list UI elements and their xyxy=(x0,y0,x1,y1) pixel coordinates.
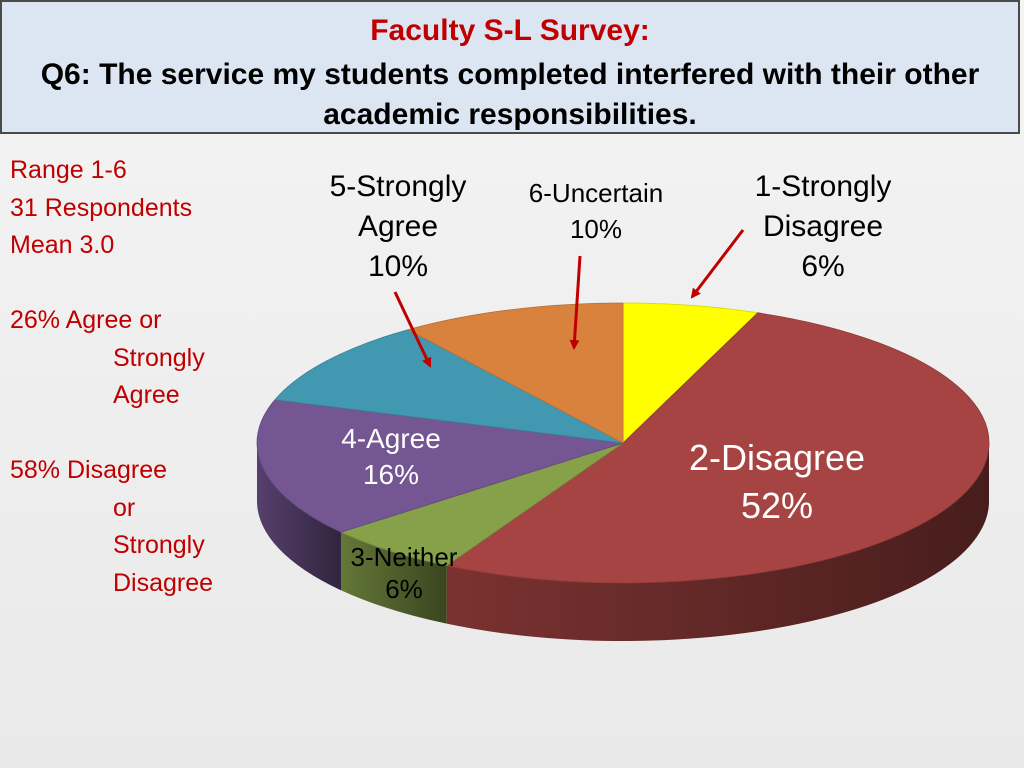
disagree-summary-line1: 58% Disagree xyxy=(10,456,168,484)
chart-title-line1: Faculty S-L Survey: xyxy=(370,14,650,47)
disagree-summary-line3: Strongly xyxy=(113,531,205,559)
range-text: Range 1-6 xyxy=(10,156,127,184)
callout-arrow-6-uncertain xyxy=(569,255,582,350)
data-label-6-uncertain: 6-Uncertain 10% xyxy=(529,178,663,244)
pie-slice-6-uncertain xyxy=(406,302,624,444)
agree-summary-line3: Agree xyxy=(113,381,180,409)
pie-slice-5-strongly-agree xyxy=(274,329,624,444)
data-label-4-agree: 4-Agree 16% xyxy=(341,423,441,490)
callout-arrow-1-strongly-disagree xyxy=(690,229,745,299)
chart-title-line2: Q6: The service my students completed in… xyxy=(40,58,980,131)
pie-side-shade-2-disagree xyxy=(446,443,989,641)
data-label-5-strongly-agree: 5-Strongly Agree 10% xyxy=(330,170,467,283)
pie-slice-1-strongly-disagree xyxy=(622,302,759,444)
agree-summary-line2: Strongly xyxy=(113,343,205,372)
disagree-summary-line4: Disagree xyxy=(113,568,214,597)
disagree-summary-line2: or xyxy=(113,493,136,522)
data-label-1-strongly-disagree: 1-Strongly Disagree 6% xyxy=(755,170,892,283)
stats-panel: Range 1-6 31 Respondents Mean 3.0 26% Ag… xyxy=(10,152,260,602)
callout-arrow-5-strongly-agree xyxy=(393,291,432,368)
respondents-text: 31 Respondents xyxy=(10,193,193,222)
pie-side-shade-3-neither xyxy=(340,532,447,624)
title-box: Faculty S-L Survey: Q6: The service my s… xyxy=(0,0,1020,134)
pie-slice-3-neither xyxy=(339,442,624,567)
agree-summary-line1: 26% Agree or xyxy=(10,306,162,334)
data-label-2-disagree: 2-Disagree 52% xyxy=(689,437,865,526)
mean-text: Mean 3.0 xyxy=(10,231,115,259)
pie-slice-2-disagree xyxy=(445,312,990,584)
pie-slice-4-agree xyxy=(256,399,624,533)
pie-side-shade-4-agree xyxy=(257,443,341,591)
data-label-3-neither: 3-Neither 6% xyxy=(351,542,458,604)
